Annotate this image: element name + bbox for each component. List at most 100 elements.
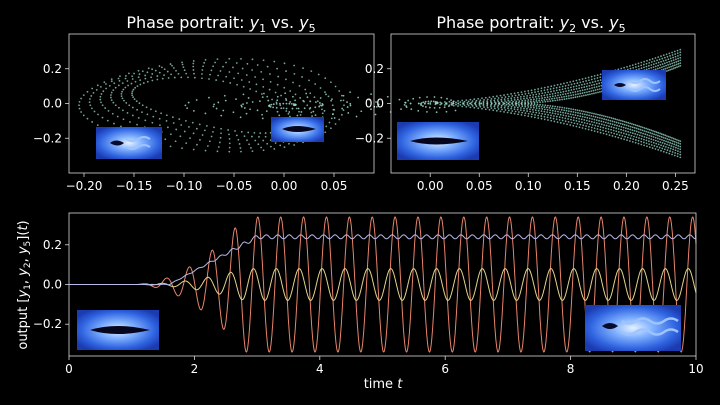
- attractor-point: [530, 103, 533, 105]
- attractor-point: [545, 98, 548, 101]
- flow-inset: [602, 70, 666, 100]
- attractor-point: [526, 110, 529, 112]
- attractor-point: [513, 92, 516, 95]
- attractor-point: [576, 109, 579, 112]
- attractor-point: [653, 144, 656, 147]
- flow-inset: [96, 127, 162, 159]
- attractor-point: [527, 106, 530, 108]
- attractor-point: [673, 64, 676, 67]
- attractor-point: [619, 122, 622, 125]
- y-tick-label: 0.2: [365, 62, 384, 76]
- attractor-point: [121, 97, 124, 100]
- attractor-point: [78, 104, 80, 107]
- attractor-point: [558, 116, 561, 119]
- attractor-point: [188, 125, 190, 128]
- attractor-point: [154, 110, 157, 113]
- attractor-point: [655, 142, 658, 145]
- attractor-point: [599, 126, 602, 128]
- attractor-point: [572, 80, 575, 83]
- attractor-point: [596, 130, 599, 133]
- attractor-point: [496, 106, 499, 108]
- attractor-point: [524, 102, 527, 105]
- attractor-point: [570, 116, 573, 118]
- attractor-point: [583, 83, 586, 86]
- attractor-point: [271, 98, 273, 101]
- attractor-point: [564, 112, 567, 114]
- attractor-point: [554, 105, 557, 108]
- attractor-point: [551, 105, 554, 108]
- transient-point: [339, 99, 342, 102]
- attractor-point: [677, 147, 679, 150]
- transient-point: [433, 106, 436, 109]
- attractor-point: [618, 125, 621, 128]
- attractor-point: [647, 64, 650, 67]
- x-tick-label: 0.05: [321, 179, 348, 193]
- attractor-point: [590, 126, 593, 129]
- attractor-point: [676, 66, 678, 69]
- attractor-point: [618, 134, 621, 137]
- attractor-point: [139, 79, 142, 82]
- attractor-point: [563, 109, 566, 112]
- attractor-point: [667, 69, 670, 72]
- transient-point: [410, 108, 413, 111]
- attractor-point: [212, 130, 214, 133]
- attractor-point: [549, 104, 552, 107]
- transient-point: [303, 107, 306, 110]
- attractor-point: [110, 96, 112, 99]
- attractor-point: [599, 131, 602, 134]
- attractor-point: [627, 130, 630, 133]
- attractor-point: [131, 114, 134, 117]
- attractor-point: [117, 77, 120, 80]
- attractor-point: [563, 95, 566, 98]
- attractor-point: [585, 125, 587, 127]
- attractor-point: [675, 61, 678, 63]
- attractor-point: [679, 151, 682, 153]
- attractor-point: [181, 63, 184, 66]
- attractor-point: [216, 150, 219, 153]
- attractor-point: [665, 146, 667, 148]
- attractor-point: [633, 126, 636, 129]
- attractor-point: [310, 70, 313, 73]
- attractor-point: [479, 105, 482, 108]
- attractor-point: [334, 85, 337, 88]
- attractor-point: [541, 92, 544, 95]
- attractor-point: [662, 54, 665, 57]
- transient-point: [223, 94, 226, 97]
- attractor-point: [494, 97, 496, 100]
- attractor-point: [294, 93, 297, 96]
- attractor-point: [575, 125, 578, 128]
- attractor-point: [669, 57, 672, 60]
- attractor-point: [621, 123, 624, 126]
- attractor-point: [524, 105, 527, 108]
- attractor-point: [582, 110, 585, 113]
- attractor-point: [165, 114, 168, 117]
- attractor-point: [523, 109, 525, 112]
- attractor-point: [516, 96, 519, 99]
- attractor-point: [527, 99, 530, 101]
- attractor-point: [96, 124, 99, 127]
- attractor-point: [276, 83, 279, 86]
- attractor-point: [595, 119, 598, 122]
- attractor-point: [573, 82, 576, 85]
- attractor-point: [667, 141, 670, 143]
- attractor-point: [659, 63, 662, 66]
- attractor-point: [557, 91, 559, 94]
- attractor-point: [317, 73, 320, 76]
- attractor-point: [255, 83, 258, 86]
- transient-point: [331, 98, 333, 101]
- transient-point: [272, 103, 275, 106]
- transient-point: [306, 96, 309, 99]
- transient-point: [212, 105, 215, 108]
- attractor-point: [170, 73, 173, 76]
- attractor-point: [502, 103, 505, 106]
- attractor-point: [520, 113, 523, 116]
- transient-point: [309, 106, 312, 109]
- attractor-point: [183, 130, 186, 133]
- attractor-point: [656, 145, 658, 148]
- attractor-point: [182, 66, 185, 69]
- attractor-point: [670, 65, 672, 68]
- attractor-point: [531, 108, 534, 111]
- attractor-point: [289, 115, 291, 118]
- transient-point: [269, 105, 272, 108]
- attractor-point: [616, 133, 618, 136]
